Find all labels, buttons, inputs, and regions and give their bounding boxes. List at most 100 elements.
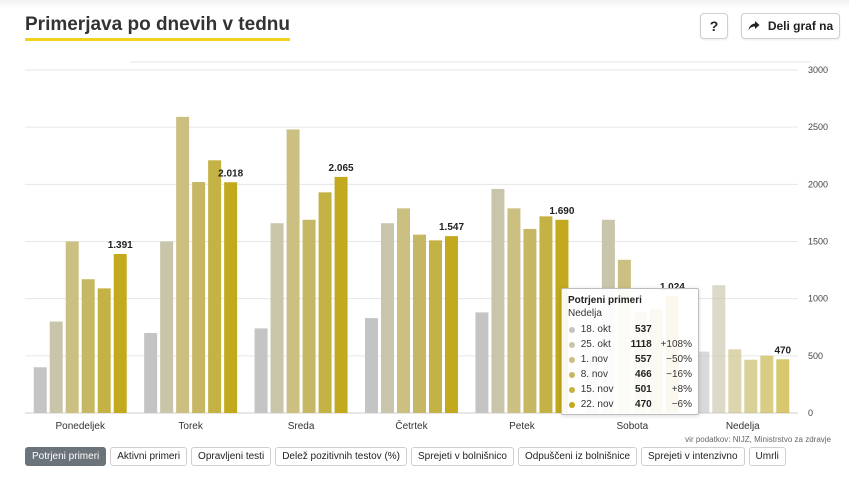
bar-chart: 0 500 1000 1500 2000 2500 3000 1.391 Ponedeljek 2… bbox=[25, 61, 828, 432]
x-tick-label: Nedelja bbox=[726, 421, 760, 432]
bar bbox=[539, 216, 553, 413]
data-label: 1.024 bbox=[660, 282, 685, 293]
tooltip-dot bbox=[569, 356, 575, 363]
bar bbox=[302, 219, 316, 413]
tooltip-title: Potrjeni primeri bbox=[568, 295, 642, 306]
x-tick-label: Ponedeljek bbox=[55, 421, 105, 432]
bar bbox=[144, 332, 158, 413]
bar bbox=[270, 223, 284, 413]
tab-4[interactable]: Sprejeti v bolnišnico bbox=[411, 447, 514, 466]
bar bbox=[491, 188, 505, 413]
data-label: 2.018 bbox=[218, 168, 243, 179]
tooltip-row: 25. okt 1118 +108% bbox=[568, 337, 692, 352]
share-button-label: Deli graf na bbox=[767, 19, 834, 33]
bar bbox=[696, 351, 710, 413]
y-tick-label: 0 bbox=[808, 408, 813, 418]
share-button[interactable]: Deli graf na bbox=[741, 13, 840, 39]
tooltip-change: +108% bbox=[660, 339, 692, 350]
x-tick-label: Petek bbox=[509, 421, 536, 432]
bar bbox=[429, 240, 442, 413]
data-label: 1.547 bbox=[439, 222, 464, 233]
bar bbox=[97, 288, 111, 413]
tooltip-value: 466 bbox=[635, 369, 652, 380]
bar bbox=[176, 116, 190, 414]
help-button-label: ? bbox=[709, 18, 719, 34]
y-tick-label: 1000 bbox=[808, 294, 828, 304]
bar bbox=[523, 228, 537, 413]
help-button[interactable]: ? bbox=[700, 13, 728, 39]
tab-2[interactable]: Opravljeni testi bbox=[191, 447, 272, 466]
tooltip-row: 15. nov 501 +8% bbox=[568, 382, 692, 397]
bar bbox=[397, 208, 410, 413]
data-label: 470 bbox=[774, 345, 791, 356]
tooltip-day: Nedelja bbox=[568, 308, 602, 319]
tooltip-value: 470 bbox=[635, 399, 652, 410]
y-tick-label: 2000 bbox=[808, 179, 828, 189]
tooltip-dot bbox=[569, 341, 575, 348]
page-title: Primerjava po dnevih v tednu bbox=[25, 14, 291, 41]
tooltip-label: 22. nov bbox=[580, 399, 614, 410]
tooltip-change: −50% bbox=[666, 354, 692, 365]
tooltip-value: 537 bbox=[635, 324, 652, 335]
tooltip-change: −6% bbox=[671, 399, 692, 410]
bar bbox=[712, 285, 726, 413]
bar bbox=[744, 359, 758, 413]
bar bbox=[113, 253, 127, 413]
chart-tooltip: Potrjeni primeri Nedelja 18. okt 537 25. o… bbox=[561, 288, 699, 415]
bar bbox=[413, 234, 426, 413]
tab-0[interactable]: Potrjeni primeri bbox=[25, 447, 107, 466]
tooltip-dot bbox=[569, 401, 575, 408]
tooltip-row: 22. nov 470 −6% bbox=[568, 397, 692, 412]
x-tick-label: Sreda bbox=[288, 421, 315, 432]
bar bbox=[49, 321, 63, 413]
tooltip-row: 18. okt 537 bbox=[568, 322, 692, 337]
data-label: 1.391 bbox=[108, 240, 133, 251]
bar bbox=[286, 129, 300, 413]
bar bbox=[65, 241, 79, 413]
tab-7[interactable]: Umrli bbox=[748, 447, 786, 466]
tab-1[interactable]: Aktivni primeri bbox=[110, 447, 188, 466]
tooltip-change: −16% bbox=[666, 369, 692, 380]
bar bbox=[445, 236, 458, 413]
metric-tabs: Potrjeni primeri Aktivni primeri Opravljen… bbox=[25, 447, 786, 466]
x-tick-label: Sobota bbox=[617, 421, 649, 432]
tooltip-value: 1118 bbox=[630, 339, 652, 350]
data-source: vir podatkov: NIJZ, Ministrstvo za zdrav… bbox=[685, 435, 831, 444]
bar bbox=[81, 279, 95, 413]
bar bbox=[475, 312, 489, 413]
bar bbox=[776, 359, 790, 413]
bar bbox=[365, 318, 378, 413]
bar bbox=[760, 355, 774, 413]
tooltip-label: 25. okt bbox=[580, 339, 611, 350]
bar bbox=[208, 160, 222, 413]
tooltip-dot bbox=[569, 326, 575, 333]
tooltip-label: 1. nov bbox=[580, 354, 608, 365]
bar bbox=[318, 192, 332, 413]
tab-5[interactable]: Odpuščeni iz bolnišnice bbox=[517, 447, 638, 466]
tab-3[interactable]: Delež pozitivnih testov (%) bbox=[275, 447, 408, 466]
bar bbox=[381, 223, 394, 413]
y-tick-label: 500 bbox=[808, 351, 823, 361]
y-tick-label: 2500 bbox=[808, 122, 828, 132]
tooltip-change: +8% bbox=[671, 384, 692, 395]
tooltip-dot bbox=[569, 386, 575, 393]
share-icon bbox=[748, 21, 760, 31]
bar bbox=[224, 182, 238, 413]
bar bbox=[507, 208, 521, 413]
top-shade bbox=[0, 0, 849, 8]
x-tick-label: Torek bbox=[178, 421, 203, 432]
tooltip-value: 557 bbox=[635, 354, 652, 365]
tab-6[interactable]: Sprejeti v intenzivno bbox=[641, 447, 745, 466]
tooltip-row: 8. nov 466 −16% bbox=[568, 367, 692, 382]
tooltip-label: 15. nov bbox=[580, 384, 614, 395]
tooltip-value: 501 bbox=[635, 384, 652, 395]
bar bbox=[160, 241, 174, 413]
tooltip-label: 8. nov bbox=[580, 369, 608, 380]
bar bbox=[728, 349, 742, 413]
data-label: 1.690 bbox=[549, 206, 574, 217]
tooltip-label: 18. okt bbox=[580, 324, 611, 335]
bar bbox=[33, 367, 47, 413]
y-tick-label: 3000 bbox=[808, 65, 828, 75]
tooltip-dot bbox=[569, 371, 575, 378]
data-label: 2.065 bbox=[329, 163, 354, 174]
